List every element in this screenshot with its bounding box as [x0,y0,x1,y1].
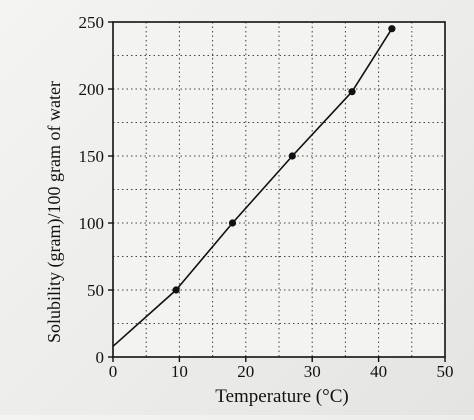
y-tick-label: 0 [96,348,105,367]
y-axis-label: Solubility (gram)/100 gram of water [44,81,65,343]
x-tick-label: 20 [237,362,254,381]
plot-frame [112,21,446,358]
series-layer [112,25,396,347]
data-point-marker [172,286,180,294]
labels-layer: Temperature (°C) Solubility (gram)/100 g… [44,81,349,407]
x-tick-label: 0 [109,362,118,381]
x-tick-label: 10 [171,362,188,381]
grid-layer [113,22,445,357]
data-point-marker [288,152,296,160]
y-tick-label: 150 [79,147,105,166]
data-point-marker [388,25,396,33]
x-tick-label: 50 [437,362,454,381]
y-tick-label: 250 [79,13,105,32]
x-tick-label: 40 [370,362,387,381]
axes-layer: 0 10 20 30 40 50 0 50 100 150 200 250 [79,13,454,381]
x-tick-label: 30 [304,362,321,381]
solubility-line [112,28,393,347]
data-point-marker [228,219,237,227]
y-tick-label: 200 [79,80,105,99]
y-tick-label: 50 [87,281,104,300]
data-point-marker [348,88,356,96]
x-axis-label: Temperature (°C) [215,386,348,407]
y-tick-label: 100 [79,214,105,233]
